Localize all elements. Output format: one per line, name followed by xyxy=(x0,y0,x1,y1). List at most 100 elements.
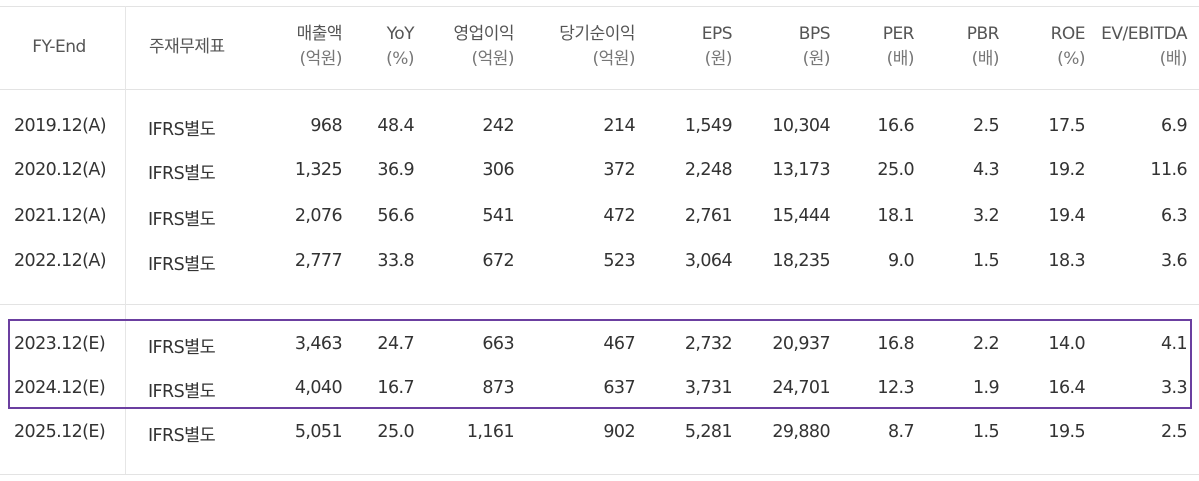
header-fy-end: FY-End xyxy=(0,35,118,60)
header-label: EPS xyxy=(701,24,733,44)
header-unit: (배) xyxy=(1159,49,1188,69)
table-cell: 1,549 xyxy=(684,116,733,136)
table-cell: 242 xyxy=(482,116,514,136)
table-top-border xyxy=(0,6,1199,7)
table-bottom-border xyxy=(0,474,1199,475)
table-cell: 5,281 xyxy=(684,422,733,442)
header-unit: (억원) xyxy=(592,49,635,69)
row-statement-type: IFRS별도 xyxy=(148,426,216,446)
table-cell: 16.4 xyxy=(1048,378,1085,398)
header-roe: ROE (%) xyxy=(1050,22,1086,72)
table-cell: 18,235 xyxy=(772,251,830,271)
row-period: 2021.12(A) xyxy=(14,206,107,226)
row-statement-type: IFRS별도 xyxy=(148,255,216,275)
header-unit: (%) xyxy=(386,49,414,69)
header-yoy: YoY (%) xyxy=(386,22,414,72)
table-cell: 24.7 xyxy=(377,334,414,354)
table-cell: 13,173 xyxy=(772,160,830,180)
header-label: 당기순이익 xyxy=(559,24,635,44)
table-cell: 1,325 xyxy=(294,160,343,180)
table-cell: 873 xyxy=(482,378,514,398)
row-period: 2023.12(E) xyxy=(14,334,106,354)
table-cell: 541 xyxy=(482,206,514,226)
header-unit: (%) xyxy=(1057,49,1085,69)
group-divider xyxy=(0,304,1199,305)
table-cell: 2.2 xyxy=(972,334,1000,354)
table-cell: 637 xyxy=(603,378,635,398)
header-label: PER xyxy=(882,24,915,44)
table-cell: 1.5 xyxy=(972,422,1000,442)
header-col-2: 매출액 (억원) xyxy=(296,22,343,72)
table-cell: 11.6 xyxy=(1150,160,1187,180)
row-statement-type: IFRS별도 xyxy=(148,164,216,184)
table-cell: 19.5 xyxy=(1048,422,1085,442)
table-cell: 24,701 xyxy=(772,378,830,398)
row-period: 2019.12(A) xyxy=(14,116,107,136)
header-label: EV/EBITDA xyxy=(1101,24,1187,44)
table-cell: 3.2 xyxy=(972,206,1000,226)
header-bottom-border xyxy=(0,89,1199,90)
table-cell: 25.0 xyxy=(377,422,414,442)
table-cell: 902 xyxy=(603,422,635,442)
header-unit: (원) xyxy=(704,49,733,69)
header-ev-ebitda: EV/EBITDA (배) xyxy=(1101,22,1187,72)
table-cell: 3,731 xyxy=(684,378,733,398)
header-unit: (원) xyxy=(802,49,831,69)
table-cell: 3,463 xyxy=(294,334,343,354)
table-cell: 306 xyxy=(482,160,514,180)
table-cell: 19.4 xyxy=(1048,206,1085,226)
header-bps: BPS (원) xyxy=(798,22,831,72)
header-label: 영업이익 xyxy=(453,24,514,44)
table-cell: 2.5 xyxy=(972,116,1000,136)
header-label: ROE xyxy=(1050,24,1086,44)
table-cell: 372 xyxy=(603,160,635,180)
table-cell: 472 xyxy=(603,206,635,226)
table-cell: 5,051 xyxy=(294,422,343,442)
table-cell: 2,076 xyxy=(294,206,343,226)
header-label: BPS xyxy=(798,24,831,44)
table-cell: 3,064 xyxy=(684,251,733,271)
table-cell: 663 xyxy=(482,334,514,354)
table-cell: 4,040 xyxy=(294,378,343,398)
table-cell: 3.6 xyxy=(1160,251,1188,271)
row-statement-type: IFRS별도 xyxy=(148,382,216,402)
row-period: 2022.12(A) xyxy=(14,251,107,271)
header-pbr: PBR (배) xyxy=(967,22,1000,72)
table-cell: 56.6 xyxy=(377,206,414,226)
header-unit: (배) xyxy=(886,49,915,69)
table-cell: 16.7 xyxy=(377,378,414,398)
table-cell: 2,732 xyxy=(684,334,733,354)
table-cell: 12.3 xyxy=(877,378,914,398)
table-cell: 2,761 xyxy=(684,206,733,226)
table-cell: 16.6 xyxy=(877,116,914,136)
table-cell: 467 xyxy=(603,334,635,354)
table-cell: 36.9 xyxy=(377,160,414,180)
row-period: 2020.12(A) xyxy=(14,160,107,180)
header-label: YoY xyxy=(386,24,415,44)
row-statement-type: IFRS별도 xyxy=(148,210,216,230)
table-cell: 10,304 xyxy=(772,116,830,136)
row-period: 2025.12(E) xyxy=(14,422,106,442)
table-cell: 4.1 xyxy=(1160,334,1188,354)
table-cell: 2.5 xyxy=(1160,422,1188,442)
table-cell: 18.3 xyxy=(1048,251,1085,271)
table-cell: 1.9 xyxy=(972,378,1000,398)
header-col-5: 당기순이익 (억원) xyxy=(559,22,635,72)
table-cell: 6.3 xyxy=(1160,206,1188,226)
header-unit: (억원) xyxy=(471,49,514,69)
table-cell: 19.2 xyxy=(1048,160,1085,180)
header-label: 주재무제표 xyxy=(149,37,225,57)
row-statement-type: IFRS별도 xyxy=(148,338,216,358)
row-period: 2024.12(E) xyxy=(14,378,106,398)
header-label: 매출액 xyxy=(296,24,343,44)
table-cell: 48.4 xyxy=(377,116,414,136)
table-cell: 2,248 xyxy=(684,160,733,180)
row-statement-type: IFRS별도 xyxy=(148,120,216,140)
table-cell: 16.8 xyxy=(877,334,914,354)
header-unit: (억원) xyxy=(299,49,342,69)
table-cell: 33.8 xyxy=(377,251,414,271)
column-divider xyxy=(125,6,126,90)
table-cell: 29,880 xyxy=(772,422,830,442)
table-cell: 14.0 xyxy=(1048,334,1085,354)
